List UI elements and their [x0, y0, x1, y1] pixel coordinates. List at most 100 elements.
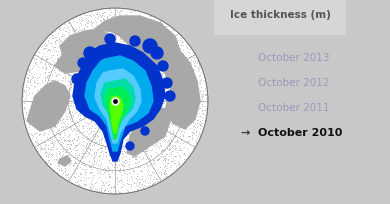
Point: [147, 79, 154, 82]
Point: [116, 129, 122, 132]
Point: [128, 16, 134, 20]
Point: [112, 66, 118, 69]
Point: [60, 111, 66, 114]
Point: [120, 182, 126, 186]
Point: [66, 80, 73, 83]
Point: [120, 138, 126, 141]
Point: [38, 61, 44, 65]
Point: [116, 168, 122, 172]
Point: [48, 79, 55, 82]
Point: [99, 14, 105, 17]
Point: [37, 149, 43, 152]
Point: [136, 98, 142, 101]
Point: [148, 108, 154, 111]
Point: [190, 74, 196, 78]
Point: [161, 55, 167, 58]
Point: [194, 122, 200, 125]
Point: [159, 153, 165, 156]
Point: [98, 189, 105, 192]
Point: [161, 65, 167, 69]
Point: [60, 128, 67, 131]
Point: [97, 147, 103, 150]
Point: [65, 96, 71, 100]
Point: [32, 131, 38, 135]
Point: [175, 74, 181, 77]
Point: [91, 163, 98, 166]
Point: [28, 117, 34, 121]
Point: [130, 149, 136, 152]
Point: [128, 116, 135, 119]
Point: [149, 158, 156, 161]
Point: [54, 59, 60, 62]
Point: [92, 44, 98, 48]
Point: [105, 159, 112, 162]
Point: [86, 166, 92, 169]
Point: [112, 14, 118, 17]
Point: [83, 99, 90, 103]
Point: [104, 98, 110, 101]
Point: [186, 52, 192, 55]
Point: [168, 137, 175, 141]
Point: [95, 108, 101, 111]
Point: [141, 131, 147, 134]
Point: [113, 138, 119, 141]
Point: [26, 71, 32, 74]
Point: [68, 120, 74, 123]
Point: [74, 155, 81, 159]
Point: [152, 133, 158, 137]
Point: [177, 51, 183, 55]
Point: [146, 115, 152, 119]
Point: [112, 38, 118, 41]
Point: [135, 185, 142, 188]
Point: [26, 126, 32, 129]
Point: [64, 147, 70, 151]
Circle shape: [143, 40, 157, 54]
Point: [204, 111, 210, 115]
Point: [80, 70, 87, 73]
Point: [135, 165, 142, 168]
Point: [113, 35, 119, 39]
Point: [122, 90, 129, 93]
Point: [101, 85, 107, 88]
Point: [40, 67, 46, 70]
Point: [26, 92, 32, 95]
Point: [113, 148, 119, 152]
Point: [127, 87, 133, 90]
Point: [120, 155, 126, 158]
Point: [183, 159, 190, 162]
Point: [160, 102, 166, 105]
Point: [146, 170, 152, 173]
Point: [54, 132, 60, 135]
Point: [56, 102, 62, 106]
Point: [116, 86, 122, 89]
Point: [132, 50, 138, 53]
Point: [77, 172, 83, 175]
Point: [43, 154, 49, 157]
Point: [80, 30, 86, 33]
Point: [91, 97, 97, 100]
Point: [173, 34, 179, 37]
Point: [174, 105, 180, 108]
Point: [186, 134, 193, 138]
Point: [101, 175, 108, 179]
Point: [131, 87, 137, 91]
Point: [112, 157, 118, 161]
Point: [25, 87, 32, 90]
Point: [33, 147, 39, 151]
Point: [94, 54, 100, 57]
Point: [117, 123, 123, 127]
Point: [161, 78, 168, 82]
Point: [117, 58, 123, 62]
Point: [71, 59, 77, 62]
Point: [155, 93, 161, 96]
Point: [55, 58, 61, 61]
Point: [175, 32, 181, 35]
Point: [188, 85, 195, 88]
Point: [95, 172, 101, 175]
Point: [131, 180, 137, 183]
Point: [43, 88, 49, 91]
Point: [160, 80, 166, 83]
Point: [85, 176, 91, 180]
Point: [105, 32, 112, 35]
Point: [133, 17, 139, 20]
